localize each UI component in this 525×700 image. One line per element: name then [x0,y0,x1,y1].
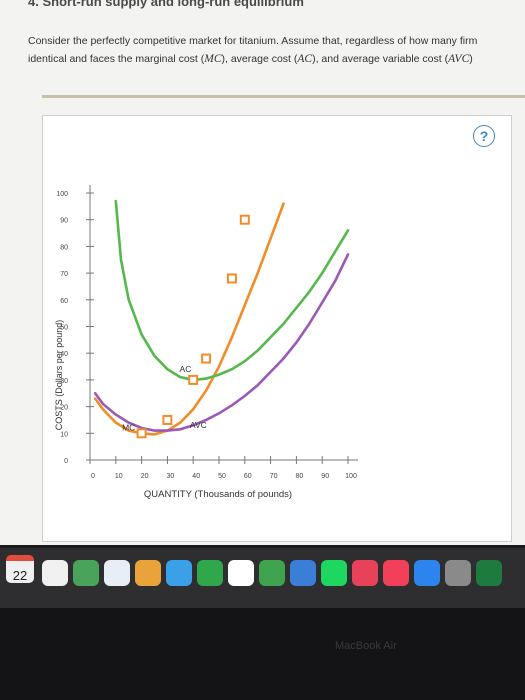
question-intro: Consider the perfectly competitive marke… [28,32,523,68]
y-tick-label: 50 [60,325,68,332]
x-tick-label: 100 [345,473,357,480]
messages-icon[interactable] [166,560,192,586]
system-preferences-icon[interactable] [445,560,471,586]
label-ac: AC [180,364,192,374]
y-tick-label: 90 [60,218,68,225]
series-mc-marker[interactable] [226,273,237,284]
help-button[interactable]: ? [473,125,495,147]
series-mc-marker[interactable] [239,214,250,225]
ticks: 0 10 20 30 40 50 60 70 80 90 100 0 10 20 30 40 50 60 70 80 9… [56,191,357,480]
y-tick-label: 20 [60,405,68,412]
x-tick-label: 40 [192,473,200,480]
label-avc: AVC [190,420,207,430]
excel-icon[interactable] [476,560,502,586]
laptop-bezel [0,608,525,700]
y-tick-label: 30 [60,378,68,385]
x-axis-label: QUANTITY (Thousands of pounds) [144,489,292,500]
label-mc: MC [122,423,135,433]
series-mc-marker[interactable] [201,353,212,364]
series-mc-marker[interactable] [162,414,173,425]
divider [42,95,525,98]
intro-line-1: Consider the perfectly competitive marke… [28,35,478,47]
reminders-icon[interactable] [73,560,99,586]
graph-panel [42,115,512,542]
x-tick-label: 10 [115,473,123,480]
music-icon[interactable] [383,560,409,586]
x-tick-label: 60 [244,473,252,480]
cost-chart[interactable]: 0 10 20 30 40 50 60 70 80 90 100 0 10 20 30 40 50 60 70 80 9… [42,115,510,540]
app-store-icon[interactable] [414,560,440,586]
spotify-icon[interactable] [321,560,347,586]
x-tick-label: 80 [296,473,304,480]
numbers-icon[interactable] [259,560,285,586]
question-heading: 4. Short-run supply and long-run equilib… [28,0,304,9]
series-mc-marker[interactable] [188,374,199,385]
x-tick-label: 70 [270,473,278,480]
series-ac-line [114,199,350,382]
y-tick-label: 0 [64,458,68,465]
x-tick-label: 50 [218,473,226,480]
series-mc-line [93,202,285,436]
keynote-presentation-icon[interactable] [290,560,316,586]
x-tick-label: 30 [167,473,175,480]
x-tick-label: 90 [321,473,329,480]
bezel-label: MacBook Air [335,640,397,652]
y-tick-label: 60 [60,298,68,305]
axes [89,185,358,461]
series-mc-marker[interactable] [136,428,147,439]
y-tick-label: 10 [60,431,68,438]
news-icon[interactable] [352,560,378,586]
markers[interactable] [136,214,250,439]
y-tick-label: 40 [60,351,68,358]
calendar-icon[interactable]: 22 [6,555,34,583]
curves [93,199,350,436]
x-tick-label: 20 [141,473,149,480]
maps-icon[interactable] [104,560,130,586]
intro-line-2: identical and faces the marginal cost (M… [28,53,473,65]
facetime-icon[interactable] [197,560,223,586]
keynote-icon[interactable] [228,560,254,586]
series-avc-line [93,253,350,432]
y-tick-label: 70 [60,271,68,278]
x-tick-label: 0 [91,473,95,480]
photos-icon[interactable] [135,560,161,586]
y-axis-label: COSTS (Dollars per pound) [54,320,64,431]
notes-icon[interactable] [42,560,68,586]
y-tick-label: 80 [60,244,68,251]
curve-labels: MC AC AVC [122,364,207,433]
y-tick-label: 100 [56,191,68,198]
